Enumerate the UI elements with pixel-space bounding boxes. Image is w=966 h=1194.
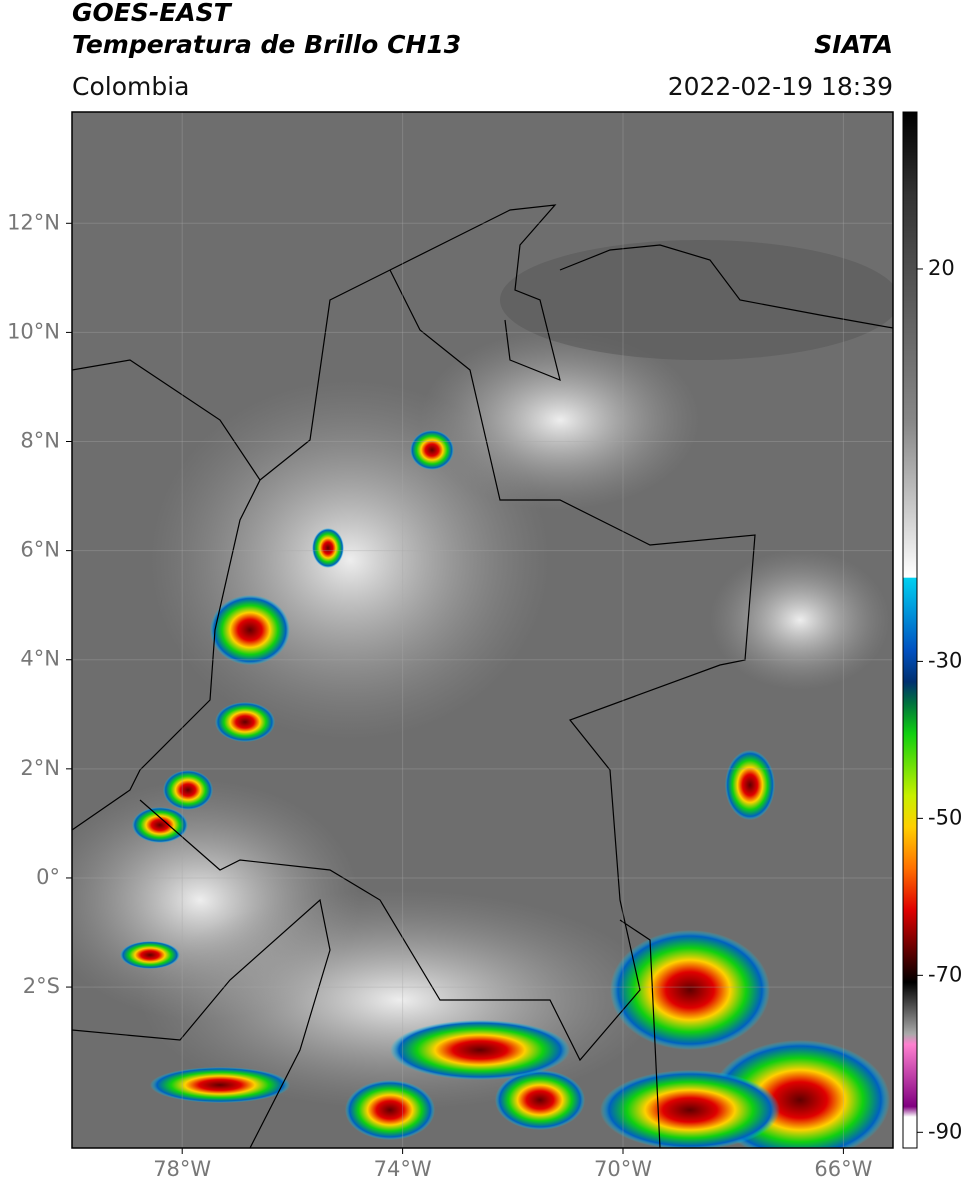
colorbar-label: -50: [928, 805, 962, 829]
x-tick-label: 70°W: [594, 1157, 652, 1181]
y-tick-label: 4°N: [20, 647, 60, 671]
y-tick-label: 10°N: [7, 319, 60, 343]
y-tick-label: 6°N: [20, 538, 60, 562]
map-frame: [71, 111, 894, 1149]
map-imagery: [72, 112, 893, 1148]
colorbar-label: -70: [928, 962, 962, 986]
y-tick-label: 0°: [36, 865, 60, 889]
colorbar-label: -90: [928, 1119, 962, 1143]
source: SIATA: [814, 30, 893, 59]
x-tick-label: 66°W: [814, 1157, 872, 1181]
grid: [72, 112, 893, 1148]
title: GOES-EAST: [72, 0, 233, 27]
x-tick-label: 78°W: [153, 1157, 211, 1181]
colorbar-label: 20: [928, 256, 955, 280]
colorbar: [902, 111, 918, 1149]
x-tick-label: 74°W: [374, 1157, 432, 1181]
y-tick-label: 2°S: [23, 974, 60, 998]
colorbar-label: -30: [928, 648, 962, 672]
region: Colombia: [72, 72, 189, 101]
y-tick-label: 2°N: [20, 756, 60, 780]
y-tick-label: 12°N: [7, 210, 60, 234]
y-tick-label: 8°N: [20, 429, 60, 453]
datetime: 2022-02-19 18:39: [668, 72, 893, 101]
subtitle: Temperatura de Brillo CH13: [72, 30, 461, 59]
